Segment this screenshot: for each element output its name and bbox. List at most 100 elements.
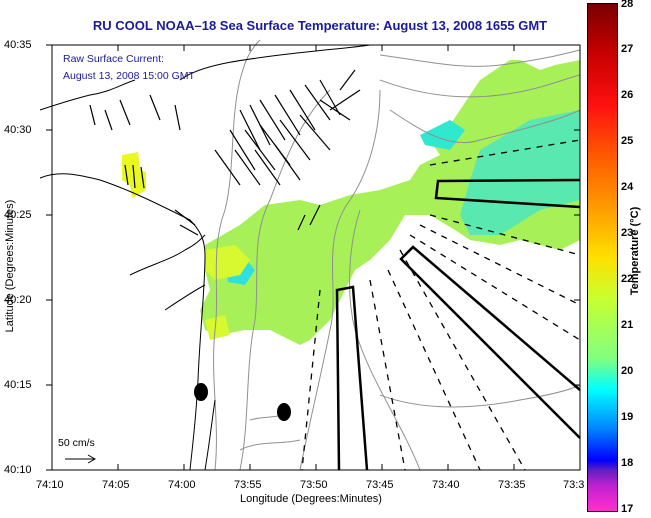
contour	[379, 49, 581, 67]
current-vector	[214, 149, 241, 186]
current-vector	[140, 166, 145, 189]
current-vector	[149, 94, 161, 121]
sst-patch-main	[200, 60, 580, 345]
current-vector	[339, 69, 356, 91]
sst-patch-yellow-sw	[205, 315, 230, 340]
current-vector	[297, 214, 306, 231]
contour	[349, 209, 421, 471]
x-tick-label: 73:50	[300, 479, 328, 491]
current-vector	[309, 204, 321, 226]
colorbar-tick: 24	[621, 181, 634, 193]
current-annotation-label: Raw Surface Current:	[63, 53, 164, 65]
current-annotation-time: August 13, 2008 15:00 GMT	[63, 70, 195, 82]
scale-arrow-label: 50 cm/s	[58, 437, 95, 449]
transect-line	[399, 249, 526, 471]
current-vector	[274, 94, 301, 136]
contour	[299, 89, 381, 471]
colorbar-tick: 23	[621, 227, 634, 239]
transect-line	[387, 269, 481, 471]
colorbar-tick: 27	[621, 43, 634, 55]
current-vector	[289, 89, 316, 131]
colorbar-tick: 18	[621, 457, 634, 469]
x-tick-label: 73:3	[563, 479, 585, 491]
zone-north-box	[335, 285, 369, 471]
contour	[379, 74, 581, 98]
current-vector	[319, 79, 341, 116]
current-vector	[124, 164, 129, 186]
contour	[213, 39, 261, 471]
current-vectors	[89, 69, 361, 236]
current-vector	[174, 104, 181, 131]
y-tick-label: 40:10	[4, 464, 32, 476]
current-vector	[239, 109, 261, 151]
y-tick-label: 40:15	[4, 379, 32, 391]
temperature-colorbar	[587, 3, 618, 512]
coast-line	[179, 44, 371, 81]
coast-line	[39, 79, 136, 111]
x-axis-title: Longitude (Degrees:Minutes)	[240, 493, 382, 505]
colorbar-tick: 21	[621, 319, 634, 331]
colorbar-tick: 28	[621, 0, 634, 10]
sst-patch-cool-ne	[420, 120, 465, 150]
colorbar-tick: 25	[621, 135, 634, 147]
current-vector	[254, 149, 281, 186]
current-vector	[89, 104, 96, 126]
x-tick-label: 73:45	[366, 479, 394, 491]
transect-lines	[301, 139, 581, 471]
current-vector	[259, 99, 286, 141]
colorbar-tick: 19	[621, 411, 634, 423]
transect-line	[369, 279, 406, 471]
colorbar-tick: 26	[621, 89, 634, 101]
y-tick-label: 40:20	[4, 294, 32, 306]
axis-ticks	[46, 44, 580, 471]
bathymetry-contours	[213, 39, 581, 471]
transect-line	[429, 139, 581, 166]
buoy-marker	[194, 383, 208, 401]
current-vector	[179, 224, 199, 236]
coast-line	[204, 399, 216, 471]
current-vector	[229, 129, 256, 171]
current-vector	[304, 84, 331, 121]
coast-line	[164, 284, 206, 311]
buoy-marker	[277, 403, 291, 421]
map-title: RU COOL NOAA–18 Sea Surface Temperature:…	[92, 18, 548, 33]
x-tick-label: 73:55	[234, 479, 262, 491]
colorbar-tick: 17	[621, 503, 634, 515]
current-vector	[279, 119, 311, 161]
zone-diagonal-box	[399, 245, 581, 439]
contour	[239, 89, 331, 471]
y-tick-label: 40:35	[4, 39, 32, 51]
current-vector	[132, 164, 136, 189]
transect-line	[409, 234, 581, 341]
sst-patch-cool-east	[460, 110, 580, 235]
coast-line	[129, 234, 206, 276]
current-vector	[234, 149, 261, 186]
y-axis-title: Latitude (Degrees:Minutes)	[4, 199, 16, 333]
current-vector	[274, 144, 301, 181]
coast-line	[39, 173, 206, 471]
transect-line	[429, 214, 581, 256]
x-tick-label: 73:40	[432, 479, 460, 491]
current-vector	[174, 209, 196, 226]
colorbar-tick: 22	[621, 273, 634, 285]
current-vector	[319, 99, 351, 121]
y-tick-label: 40:30	[4, 124, 32, 136]
current-vector	[244, 129, 276, 171]
x-tick-label: 74:10	[36, 479, 64, 491]
x-tick-label: 74:00	[168, 479, 196, 491]
y-tick-label: 40:25	[4, 209, 32, 221]
restricted-zones	[335, 178, 581, 471]
colorbar-tick: 20	[621, 365, 634, 377]
scale-arrow	[65, 454, 97, 464]
x-tick-label: 74:05	[102, 479, 130, 491]
contour	[389, 109, 581, 144]
contour	[379, 384, 581, 408]
zone-east-box	[434, 178, 581, 209]
contour	[239, 439, 301, 451]
colorbar-title: Temperature (°C)	[629, 206, 641, 296]
current-vector	[119, 99, 131, 126]
current-vector	[299, 114, 331, 151]
current-vector	[329, 89, 361, 111]
x-tick-label: 73:35	[498, 479, 526, 491]
